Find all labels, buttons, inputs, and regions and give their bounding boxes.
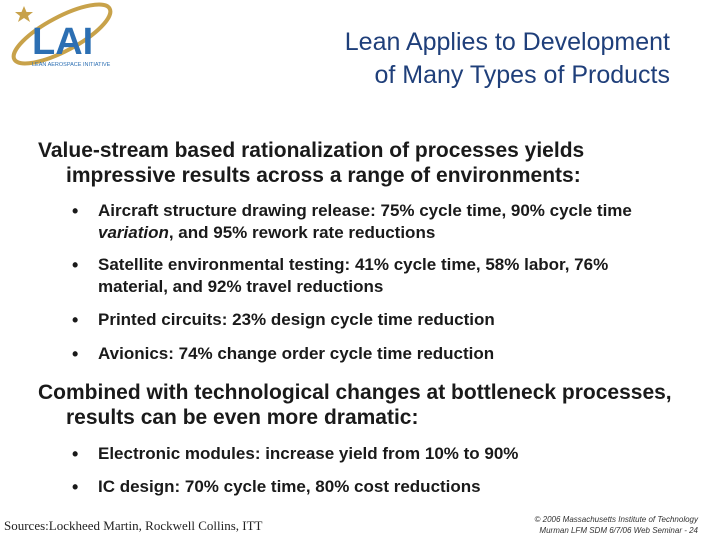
orbit-ring: [11, 2, 113, 66]
section-1-heading: Value-stream based rationalization of pr…: [38, 139, 585, 187]
bullet-icon: •: [72, 310, 79, 330]
sources-note: Sources:Lockheed Martin, Rockwell Collin…: [4, 518, 263, 533]
list-item: • Printed circuits: 23% design cycle tim…: [72, 309, 672, 331]
section-2-heading: Combined with technological changes at b…: [38, 381, 672, 429]
list-item-text: Electronic modules: increase yield from …: [98, 444, 519, 463]
list-item-text: Printed circuits: 23% design cycle time …: [98, 310, 495, 329]
list-item-text: IC design: 70% cycle time, 80% cost redu…: [98, 477, 481, 496]
copyright-line-1: © 2006 Massachusetts Institute of Techno…: [534, 515, 698, 524]
lai-logo: LAI LEAN AEROSPACE INITIATIVE: [2, 2, 130, 70]
lai-logo-graphic: LAI LEAN AEROSPACE INITIATIVE: [11, 2, 113, 68]
list-item-text: Aircraft structure drawing release: 75% …: [98, 201, 632, 242]
title-line-1: Lean Applies to Development: [344, 28, 670, 56]
list-item: • Electronic modules: increase yield fro…: [72, 443, 672, 465]
bullet-icon: •: [72, 477, 79, 497]
list-item: • Satellite environmental testing: 41% c…: [72, 254, 672, 298]
list-item: • IC design: 70% cycle time, 80% cost re…: [72, 476, 672, 498]
bullet-icon: •: [72, 255, 79, 275]
list-item: • Avionics: 74% change order cycle time …: [72, 343, 672, 365]
copyright-notice: © 2006 Massachusetts Institute of Techno…: [535, 514, 698, 536]
logo-letters: LAI: [32, 21, 93, 63]
star-icon: [15, 6, 33, 22]
copyright-line-2: Murman LFM SDM 6/7/06 Web Seminar - 24: [539, 526, 698, 535]
bullet-icon: •: [72, 201, 79, 221]
bullet-icon: •: [72, 344, 79, 364]
bullet-icon: •: [72, 444, 79, 464]
list-item-text: Avionics: 74% change order cycle time re…: [98, 344, 495, 363]
list-item: • Aircraft structure drawing release: 75…: [72, 200, 672, 244]
slide-title: Lean Applies to Development of Many Type…: [200, 26, 670, 92]
logo-subtitle: LEAN AEROSPACE INITIATIVE: [32, 62, 111, 68]
list-item-text: Satellite environmental testing: 41% cyc…: [98, 255, 609, 296]
title-line-2: of Many Types of Products: [374, 61, 670, 89]
